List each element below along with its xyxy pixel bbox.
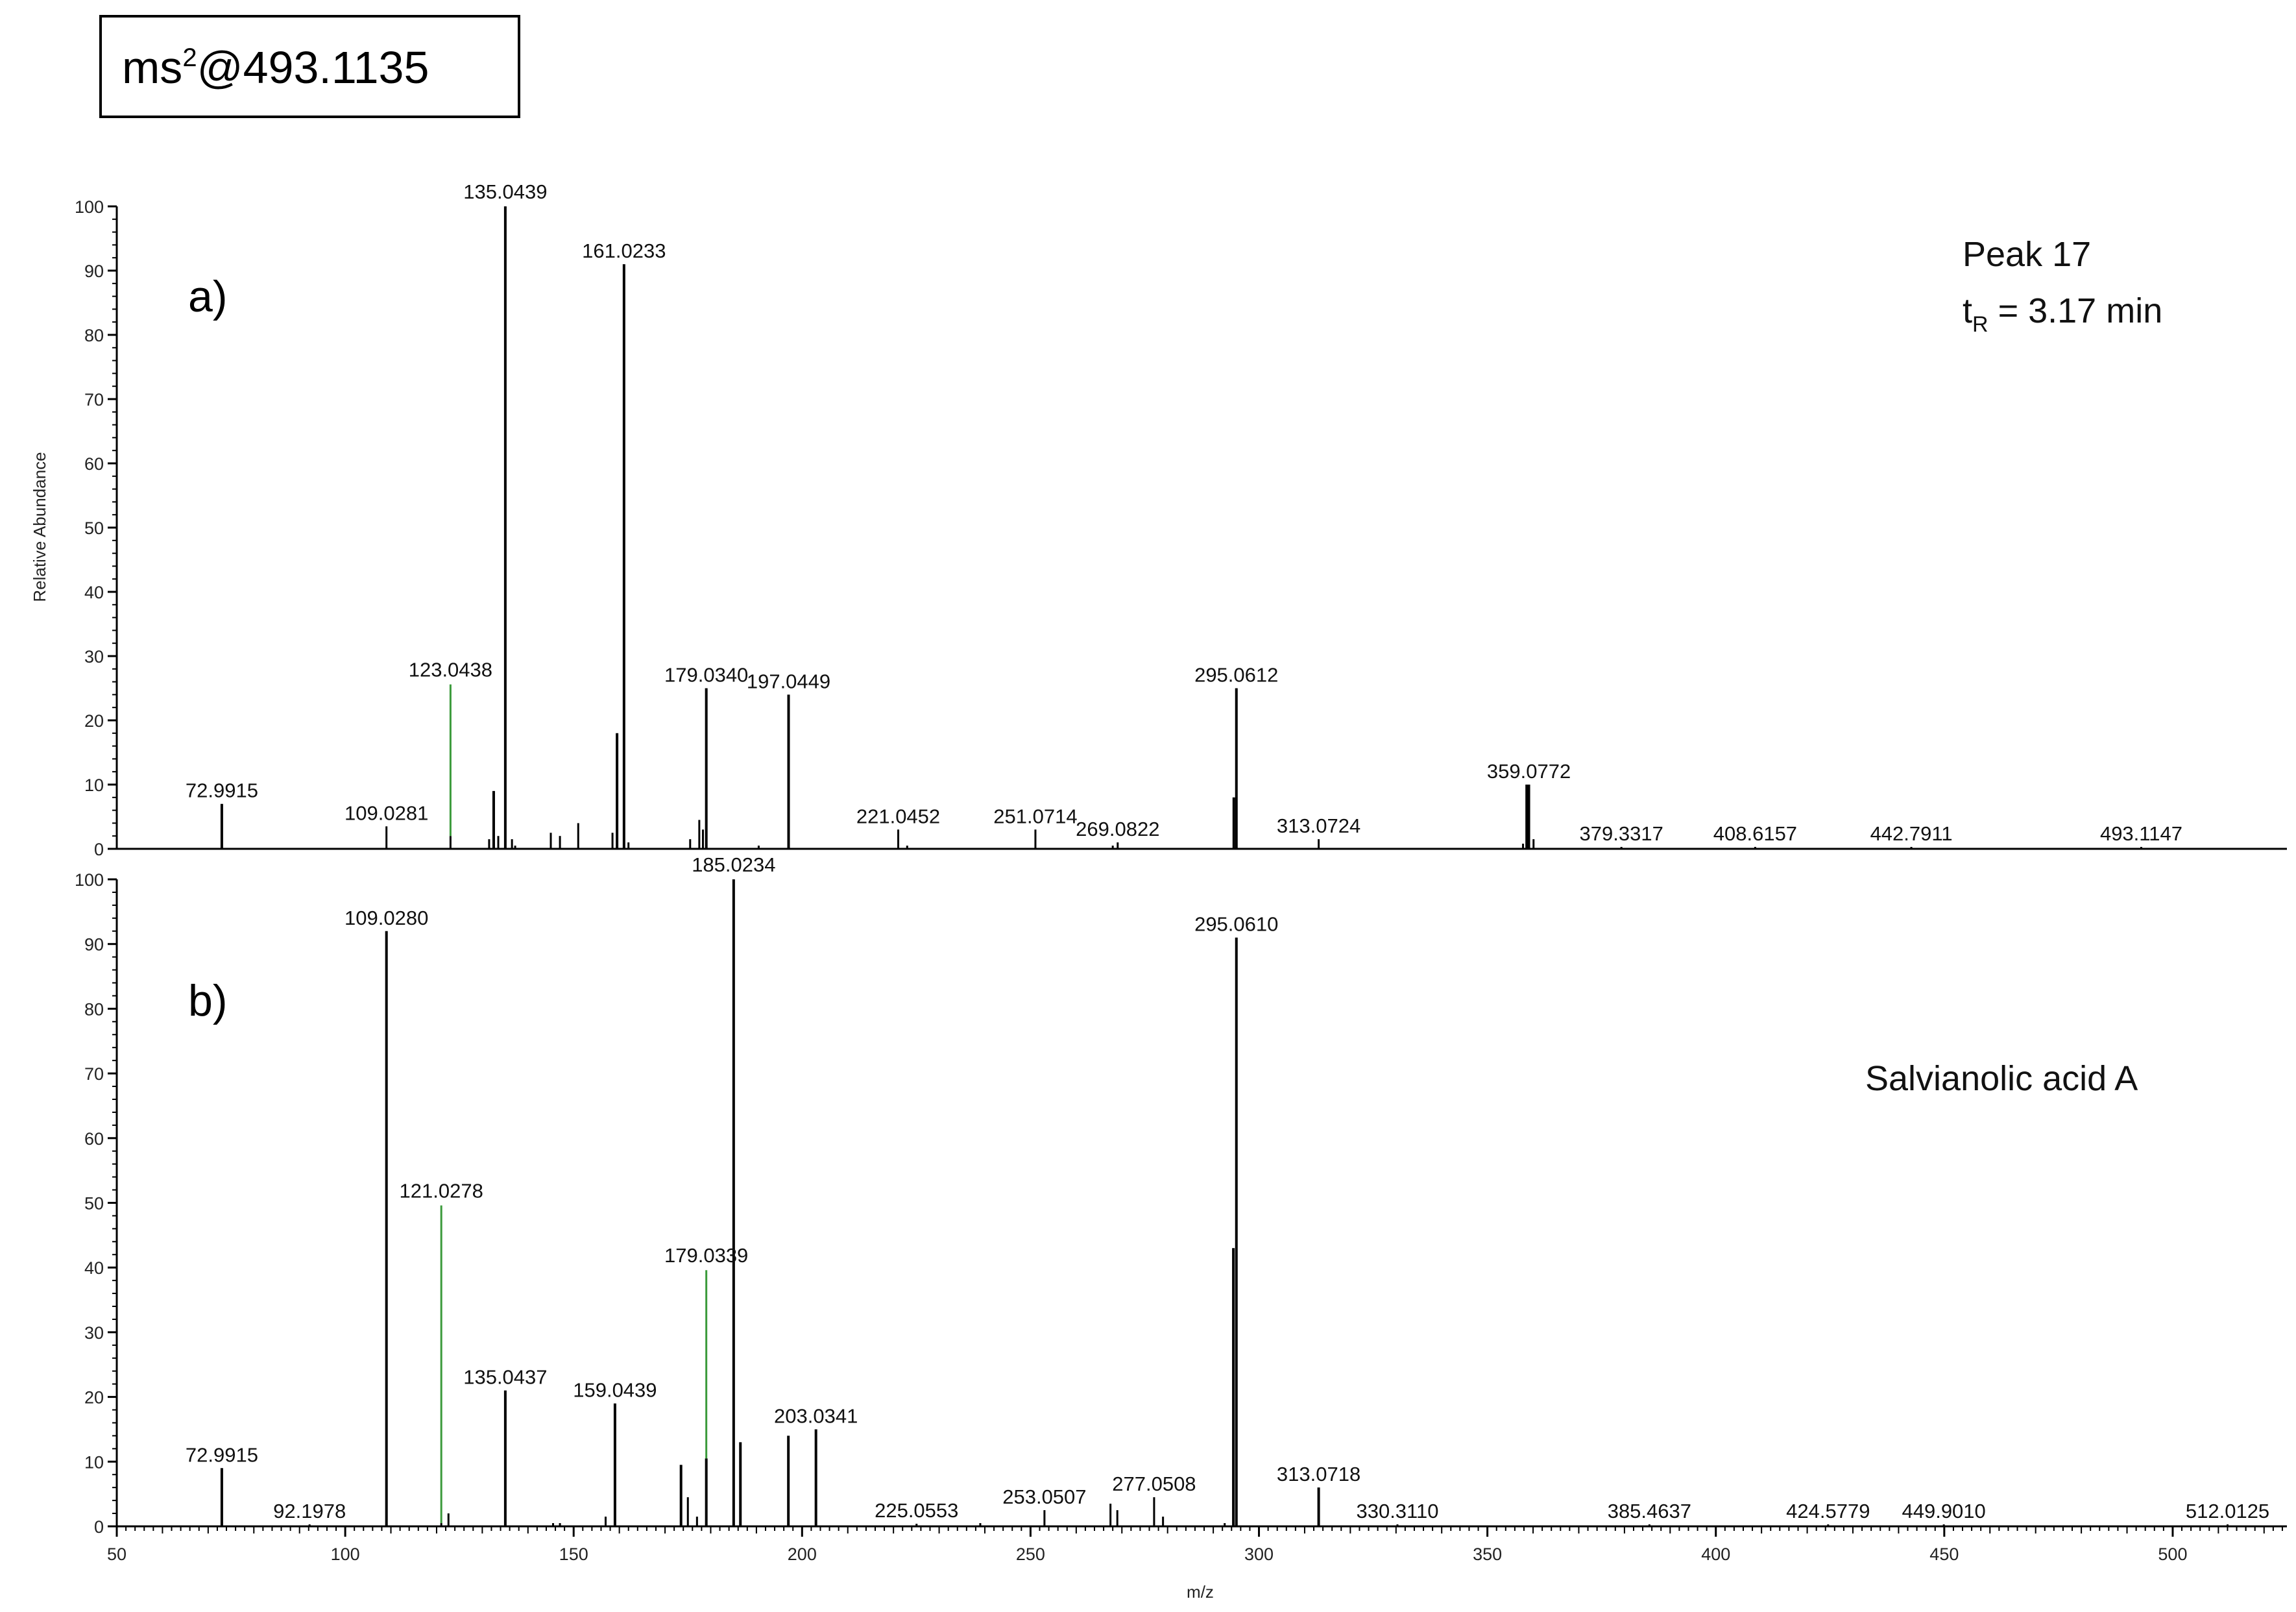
x-tick-label: 300: [1244, 1545, 1274, 1564]
precursor-title-sup: 2: [182, 43, 197, 72]
peak-label: 121.0278: [400, 1180, 483, 1203]
peak-label: 203.0341: [774, 1404, 858, 1427]
panel-a-rt-rest: = 3.17 min: [1988, 291, 2163, 330]
peak-label: 269.0822: [1076, 818, 1159, 840]
x-tick-label: 400: [1701, 1545, 1730, 1564]
precursor-title-box: ms2@493.1135: [99, 15, 520, 118]
peak-label: 109.0280: [344, 907, 428, 929]
panel-a-peaks: [220, 206, 2142, 849]
x-tick-label: 50: [107, 1545, 127, 1564]
peak-label: 408.6157: [1713, 822, 1797, 845]
panel-b-y-tick-label: 90: [84, 935, 104, 955]
peak-label: 92.1978: [273, 1500, 346, 1522]
peak-label: 330.3110: [1356, 1500, 1438, 1522]
peak-label: 225.0553: [875, 1499, 958, 1522]
panel-a-y-tick-label: 20: [84, 711, 104, 731]
panel-b-y-tick-label: 70: [84, 1064, 104, 1084]
spectrum-panel-a: 0 10 20 30 40 50 60 70 80 90 100 72.9915 109.0281 12…: [75, 180, 2287, 859]
peak-label: 442.7911: [1870, 822, 1953, 845]
peak-label: 109.0281: [344, 801, 428, 824]
x-tick-label: 500: [2158, 1545, 2187, 1564]
x-axis-title: m/z: [1187, 1582, 1214, 1602]
panel-a-y-tick-label: 0: [94, 840, 104, 859]
x-tick-label: 150: [559, 1545, 588, 1564]
x-tick-label: 450: [1929, 1545, 1959, 1564]
peak-label: 123.0438: [409, 659, 492, 681]
peak-label: 221.0452: [856, 805, 940, 827]
peak-label: 359.0772: [1487, 760, 1571, 783]
peak-label: 179.0339: [664, 1244, 748, 1267]
peak-label: 185.0234: [692, 853, 775, 876]
peak-label: 313.0718: [1277, 1463, 1360, 1485]
panel-a-y-tick-label: 80: [84, 326, 104, 345]
peak-label: 424.5779: [1786, 1500, 1870, 1522]
x-tick-label: 250: [1016, 1545, 1045, 1564]
precursor-title-rest: @493.1135: [197, 42, 429, 93]
x-tick-label: 200: [788, 1545, 817, 1564]
panel-b-y-tick-label: 60: [84, 1129, 104, 1149]
x-tick-label: 100: [331, 1545, 360, 1564]
peak-label: 313.0724: [1277, 814, 1360, 837]
peak-label: 493.1147: [2100, 822, 2182, 845]
panel-b-label: b): [188, 976, 227, 1025]
peak-label: 385.4637: [1608, 1500, 1691, 1522]
panel-a-retention-time: tR = 3.17 min: [1963, 291, 2162, 337]
panel-b-y-ticks: 0 10 20 30 40 50 60 70 80 90 100: [75, 870, 117, 1537]
precursor-title-ms: ms: [122, 42, 182, 93]
panel-b-y-tick-label: 0: [94, 1517, 104, 1537]
panel-b-y-tick-label: 40: [84, 1258, 104, 1278]
panel-b-y-tick-label: 30: [84, 1323, 104, 1343]
peak-label: 449.9010: [1902, 1500, 1985, 1522]
x-tick-label: 350: [1473, 1545, 1502, 1564]
panel-a-rt-sub: R: [1972, 312, 1988, 337]
panel-a-title: Peak 17: [1963, 235, 2091, 274]
peak-label: 72.9915: [186, 779, 258, 802]
precursor-title-text: ms2@493.1135: [122, 42, 429, 93]
panel-b-y-tick-label: 50: [84, 1194, 104, 1214]
peak-label: 277.0508: [1112, 1472, 1196, 1495]
panel-b-x-ticks: 50 100 150 200 250 300 350 400 450 500: [107, 1526, 2283, 1564]
spectrum-panel-b: 0 10 20 30 40 50 60 70 80 90 100 50 100 150 200 250 300…: [75, 853, 2287, 1564]
panel-b-peak-labels: 72.9915 92.1978 109.0280 121.0278 135.0437 15…: [186, 853, 2269, 1522]
panel-a-y-tick-label: 70: [84, 390, 104, 409]
panel-b-y-tick-label: 80: [84, 999, 104, 1019]
panel-b-y-tick-label: 10: [84, 1452, 104, 1472]
peak-label: 251.0714: [993, 805, 1077, 827]
panel-a-y-tick-label: 60: [84, 454, 104, 474]
panel-b-peaks: [220, 879, 2229, 1526]
peak-label: 159.0439: [573, 1379, 657, 1402]
panel-a-y-tick-label: 10: [84, 775, 104, 795]
panel-a-y-tick-label: 100: [75, 197, 104, 217]
peak-label: 135.0439: [463, 180, 547, 203]
peak-label: 72.9915: [186, 1443, 258, 1466]
panel-b-y-tick-label: 100: [75, 870, 104, 890]
peak-label: 179.0340: [664, 664, 748, 687]
peak-label: 197.0449: [747, 670, 830, 692]
peak-label: 512.0125: [2186, 1500, 2269, 1522]
peak-label: 135.0437: [463, 1366, 547, 1389]
panel-b-y-tick-label: 20: [84, 1388, 104, 1408]
panel-b-leaders: [440, 1205, 708, 1524]
panel-a-label: a): [188, 272, 227, 321]
panel-a-y-tick-label: 40: [84, 583, 104, 602]
peak-label: 379.3317: [1580, 822, 1663, 845]
panel-a-y-tick-label: 50: [84, 519, 104, 538]
panel-a-peak-labels: 72.9915 109.0281 123.0438 135.0439 161.0233 1…: [186, 180, 2182, 845]
panel-b-title: Salvianolic acid A: [1865, 1059, 2138, 1098]
panel-a-y-tick-label: 90: [84, 262, 104, 281]
peak-label: 253.0507: [1002, 1485, 1086, 1508]
panel-a-y-ticks: 0 10 20 30 40 50 60 70 80 90 100: [75, 197, 117, 859]
y-axis-title: Relative Abundance: [30, 452, 49, 602]
panel-a-rt-t: t: [1963, 291, 1972, 330]
peak-label: 295.0610: [1194, 913, 1278, 936]
peak-label: 161.0233: [582, 239, 666, 262]
peak-label: 295.0612: [1194, 664, 1278, 687]
panel-a-y-tick-label: 30: [84, 647, 104, 666]
